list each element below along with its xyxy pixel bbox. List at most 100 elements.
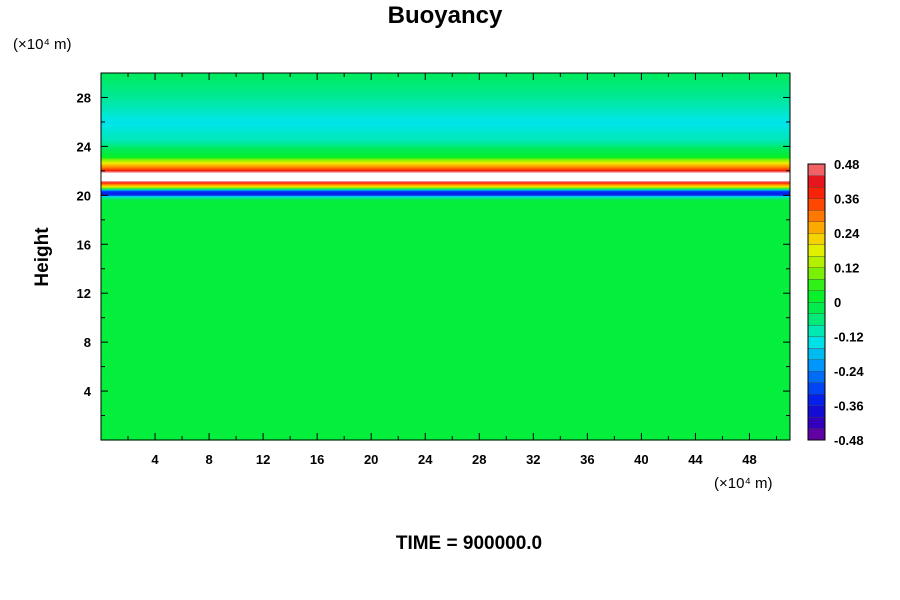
field-band — [101, 240, 790, 243]
field-band — [101, 422, 790, 425]
field-band — [101, 280, 790, 283]
field-band — [101, 392, 790, 395]
field-band — [101, 399, 790, 402]
x-tick-label: 40 — [634, 452, 648, 467]
field-band — [101, 211, 790, 214]
colorbar-tick-label: -0.48 — [834, 433, 864, 448]
field-band — [101, 417, 790, 420]
field-band — [101, 158, 790, 161]
field-band — [101, 153, 790, 156]
x-axis-unit: (×10⁴ m) — [714, 475, 773, 492]
colorbar-tick-label: 0.36 — [834, 192, 859, 207]
field-band — [101, 249, 790, 251]
field-band — [101, 287, 790, 289]
field-band — [101, 432, 790, 435]
field-band — [101, 208, 790, 211]
field-band — [101, 391, 790, 393]
field-band — [101, 115, 790, 118]
field-band — [101, 245, 790, 248]
x-tick-label: 24 — [418, 452, 433, 467]
field-band — [101, 282, 790, 285]
field-band — [101, 232, 790, 234]
field-band — [101, 99, 790, 102]
field-band — [101, 435, 790, 437]
field-band — [101, 373, 790, 376]
colorbar-swatch — [807, 359, 826, 372]
field-band — [101, 337, 790, 340]
colorbar-swatch — [807, 347, 826, 361]
field-band — [101, 305, 790, 308]
x-tick-label: 4 — [151, 452, 159, 467]
field-band — [101, 157, 790, 160]
field-band — [101, 320, 790, 322]
field-band — [101, 404, 790, 407]
colorbar-swatch — [807, 370, 826, 384]
colorbar-tick-label: 0 — [834, 295, 841, 310]
field-band — [101, 87, 790, 90]
field-band — [101, 174, 790, 177]
field-band — [101, 163, 790, 166]
field-band — [101, 161, 790, 163]
field-band — [101, 95, 790, 97]
field-band — [101, 378, 790, 381]
field-band — [101, 403, 790, 406]
field-band — [101, 424, 790, 426]
field-band — [101, 214, 790, 217]
field-band — [101, 106, 790, 108]
colorbar-swatch — [807, 416, 826, 430]
field-band — [101, 356, 790, 359]
field-band — [101, 202, 790, 205]
field-band — [101, 107, 790, 110]
field-band — [101, 217, 790, 220]
field-band — [101, 343, 790, 346]
field-band — [101, 367, 790, 370]
field-band — [101, 98, 790, 101]
field-band — [101, 252, 790, 255]
field-band — [101, 76, 790, 79]
field-band — [101, 162, 790, 165]
field-band — [101, 350, 790, 353]
y-tick-label: 12 — [77, 286, 91, 301]
field-band — [101, 289, 790, 292]
field-band — [101, 261, 790, 264]
field-band — [101, 230, 790, 233]
field-band — [101, 73, 790, 75]
field-band — [101, 262, 790, 265]
field-band — [101, 126, 790, 129]
field-band — [101, 132, 790, 135]
colorbar-swatch — [807, 198, 826, 211]
field-band — [101, 258, 790, 261]
y-axis-unit: (×10⁴ m) — [13, 36, 72, 53]
field-band — [101, 334, 790, 337]
colorbar-tick-label: 0.48 — [834, 157, 859, 172]
field-band — [101, 371, 790, 374]
field-band — [101, 159, 790, 162]
field-band — [101, 130, 790, 133]
field-band — [101, 260, 790, 262]
field-band — [101, 381, 790, 384]
colorbar-swatch — [807, 324, 826, 338]
colorbar-swatch — [807, 336, 826, 349]
field-band — [101, 219, 790, 222]
field-band — [101, 276, 790, 278]
field-band — [101, 347, 790, 349]
field-band — [101, 169, 790, 172]
field-band — [101, 408, 790, 411]
field-band — [101, 389, 790, 392]
field-band — [101, 304, 790, 307]
field-band — [101, 333, 790, 336]
field-band — [101, 256, 790, 259]
field-band — [101, 139, 790, 141]
field-band — [101, 400, 790, 403]
field-band — [101, 294, 790, 297]
field-band — [101, 296, 790, 299]
field-band — [101, 398, 790, 401]
field-band — [101, 307, 790, 310]
field-band — [101, 339, 790, 342]
field-band — [101, 178, 790, 181]
field-band — [101, 353, 790, 355]
field-band — [101, 205, 790, 207]
field-band — [101, 207, 790, 210]
field-band — [101, 299, 790, 302]
